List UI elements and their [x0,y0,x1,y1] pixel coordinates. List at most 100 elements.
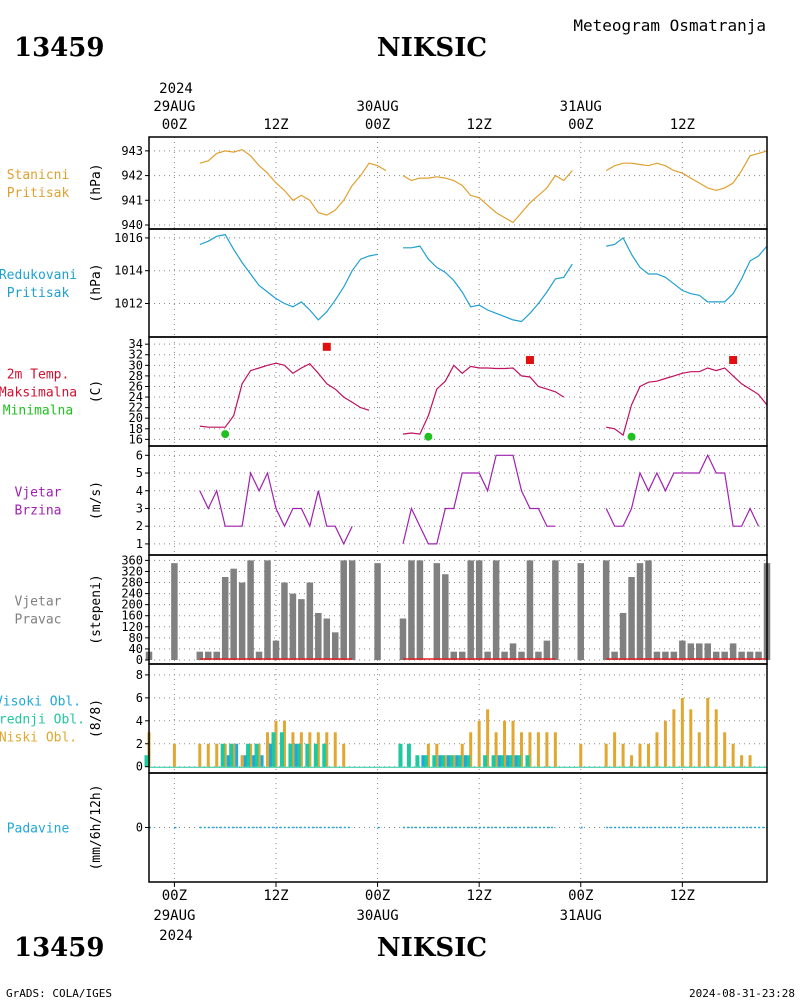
year-label-top: 2024 [159,81,193,97]
low-cloud-bar [316,732,320,767]
time-tick-bottom: 00Z [365,888,390,904]
wind_speed-legend-label: Vjetar [15,486,62,501]
low-cloud-bar [663,720,667,767]
pressure-series-line [605,150,768,192]
mid-cloud-bar [440,755,445,767]
temperature-series-line [606,367,768,437]
low-cloud-bar [486,709,490,767]
wind-direction-bar [213,651,220,660]
low-cloud-bar [672,709,676,767]
mid-cloud-bar [500,755,505,767]
wind_dir-y-tick-label: 320 [121,564,143,578]
wind-direction-bar [306,582,314,660]
wind_dir-y-tick-label: 160 [121,609,143,623]
mid-cloud-bar [491,755,496,767]
temperature-panel-frame [148,336,768,447]
low-cloud-bar [443,755,447,767]
low-cloud-bar [740,755,744,767]
high-cloud-bar [506,755,510,767]
wind-direction-bar [408,560,415,660]
mid-cloud-bar [516,755,521,767]
wind_dir-y-tick-label: 80 [129,631,143,645]
mid-cloud-bar [144,755,149,767]
day-label-top: 30AUG [356,99,398,115]
wind-direction-bar [399,618,407,660]
mid-cloud-bar [288,743,293,767]
low-cloud-bar [172,743,176,767]
mid-cloud-bar [271,732,276,767]
low-cloud-bar [697,732,701,767]
wind-direction-bar [645,560,652,660]
pressure-legend-label: Stanicni [7,168,70,183]
high-cloud-bar [252,755,256,767]
clouds-legend-label: Visoki Obl. [0,695,81,710]
low-cloud-bar [579,743,583,767]
wind-direction-bar [289,593,297,660]
wind-direction-bar [298,599,305,660]
wind-direction-bar [323,618,331,660]
wind-direction-bar [746,651,754,660]
mid-cloud-bar [406,743,411,767]
low-cloud-bar [452,755,456,767]
time-tick-bottom: 12Z [670,888,695,904]
mid-cloud-bar [296,743,301,767]
mslp-legend-label: Redukovani [0,268,77,283]
high-cloud-bar [446,755,450,767]
low-cloud-bar [604,743,608,767]
day-label-top: 31AUG [560,99,602,115]
low-cloud-bar [621,743,625,767]
wind-direction-bar [255,651,263,660]
high-cloud-bar [243,755,247,767]
min-temp-marker [424,432,433,441]
wind-direction-bar [501,651,508,660]
mid-cloud-bar [449,755,454,767]
pressure-y-tick-label: 942 [121,169,143,183]
low-cloud-bar [333,732,337,767]
mid-cloud-bar [457,755,462,767]
low-cloud-bar [308,732,312,767]
station-name-top: NIKSIC [377,33,487,63]
low-cloud-bar [435,743,439,767]
temperature-legend-label: Maksimalna [0,386,77,401]
temperature-legend-label: 2m Temp. [7,368,70,383]
pressure-y-tick-label: 943 [121,144,143,158]
day-label-top: 29AUG [153,99,195,115]
wind-direction-bar [221,576,229,660]
wind_speed-y-tick-label: 1 [136,537,143,551]
low-cloud-bar [299,732,303,767]
high-cloud-bar [235,743,239,767]
low-cloud-bar [519,732,523,767]
precip-legend-label: Padavine [7,822,70,837]
wind-direction-bar [484,651,491,660]
mslp-y-tick-label: 1012 [114,296,143,310]
low-cloud-bar [342,743,346,767]
mslp-y-tick-label: 1014 [114,264,143,278]
wind-direction-bar [509,643,517,660]
wind-direction-bar [552,560,559,660]
station-name-bottom: NIKSIC [377,933,487,963]
wind-direction-bar [712,651,720,660]
station-id-bottom: 13459 [14,933,104,963]
wind-direction-bar [636,563,644,660]
mid-cloud-bar [508,755,513,767]
temperature-y-tick-label: 18 [129,422,143,436]
max-temp-marker [525,356,534,365]
wind-direction-bar [272,640,280,660]
low-cloud-bar [215,743,219,767]
high-cloud-bar [260,755,264,767]
clouds-y-tick-label: 0 [136,760,143,774]
wind-direction-bar [171,563,178,660]
temperature-y-tick-label: 16 [129,432,143,446]
time-tick-bottom: 00Z [162,888,187,904]
clouds-y-tick-label: 4 [136,714,143,728]
wind_speed-y-tick-label: 4 [136,484,143,498]
wind-direction-bar [450,651,458,660]
pressure-y-tick-label: 941 [121,193,143,207]
max-temp-marker [322,342,331,351]
wind_dir-legend-label: Vjetar [15,595,62,610]
wind_speed-y-tick-label: 3 [136,501,143,515]
time-tick-top: 12Z [670,117,695,133]
time-tick-top: 00Z [162,117,187,133]
mid-cloud-bar [432,755,437,767]
